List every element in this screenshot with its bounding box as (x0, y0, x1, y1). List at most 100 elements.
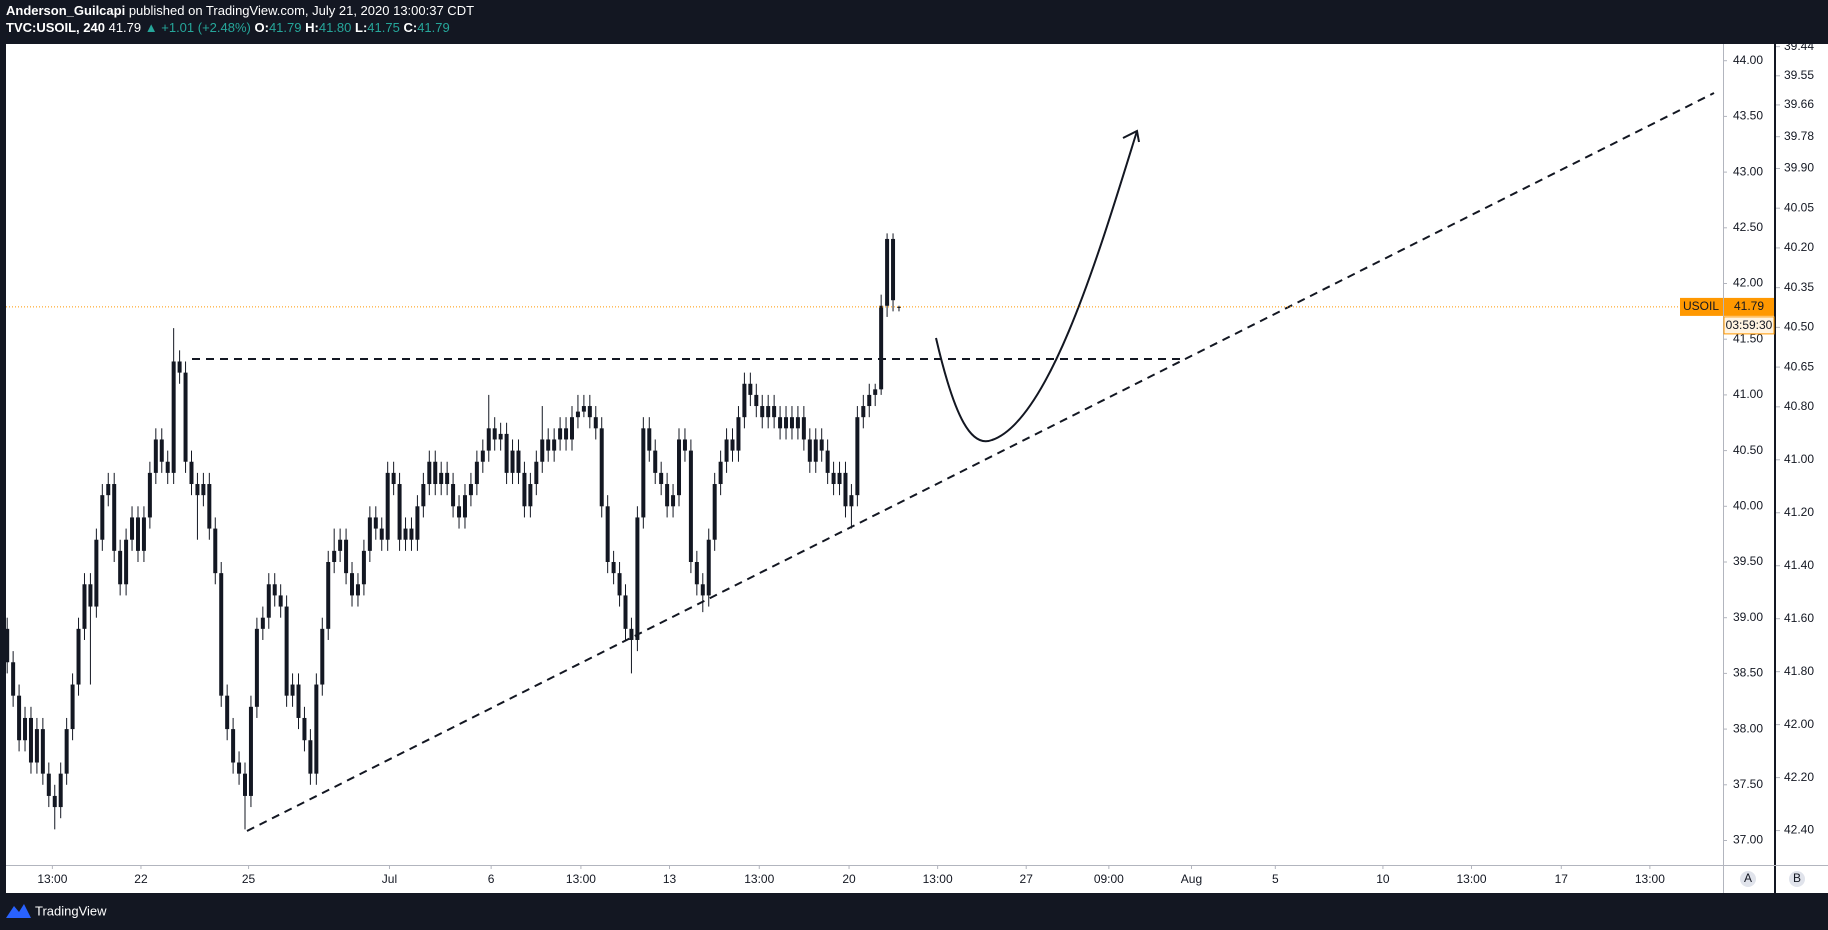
candle-body (332, 550, 337, 562)
author: Anderson_Guilcapi (6, 3, 125, 18)
ohlc-label: C: (403, 20, 417, 35)
candle-body (64, 729, 69, 774)
candle-body (284, 606, 289, 696)
candle-body (272, 584, 277, 596)
scale-button[interactable] (1789, 871, 1805, 887)
candle-body (896, 306, 901, 308)
candle-body (94, 539, 99, 607)
candle-body (118, 550, 123, 585)
candles (6, 233, 901, 830)
candle-body (135, 517, 140, 551)
symbol-line: TVC:USOIL, 240 41.79 ▲ +1.01 (+2.48%) O:… (6, 20, 450, 35)
candle-body (575, 411, 580, 418)
y-tick-label: 37.50 (1733, 777, 1763, 791)
candle-body (653, 450, 658, 473)
symbol-tag: USOIL (1683, 299, 1719, 313)
y2-tick-label: 40.65 (1784, 359, 1814, 373)
candle-body (819, 439, 824, 451)
candle-body (355, 584, 360, 596)
candle-body (754, 394, 759, 407)
candle-body (665, 484, 670, 507)
time-axis (6, 866, 1723, 893)
candle-body (778, 417, 783, 429)
candle-body (748, 383, 753, 395)
candle-body (159, 439, 164, 462)
candle-body (290, 684, 295, 696)
candle-body (34, 729, 39, 763)
x-tick-label: 10 (1376, 872, 1390, 886)
candle-body (338, 539, 343, 551)
candle-body (397, 484, 402, 540)
candle-body (373, 517, 378, 529)
symbol: TVC:USOIL, 240 (6, 20, 105, 35)
candle-body (225, 695, 230, 730)
plot-area (6, 44, 1723, 865)
ohlc-value: 41.75 (367, 20, 400, 35)
y-tick-label: 43.00 (1733, 164, 1763, 178)
scale-button-label[interactable]: B (1793, 871, 1801, 885)
candle-body (112, 484, 117, 551)
publish-line: Anderson_Guilcapi published on TradingVi… (6, 3, 474, 18)
candle-body (534, 461, 539, 485)
y2-tick-label: 40.50 (1784, 320, 1814, 334)
ohlc-value: 41.79 (269, 20, 302, 35)
candle-body (409, 528, 414, 540)
candle-body (688, 450, 693, 562)
y2-tick-label: 41.00 (1784, 452, 1814, 466)
candle-body (189, 461, 194, 485)
candle-body (873, 389, 878, 395)
candle-body (593, 417, 598, 429)
candle-body (266, 584, 271, 618)
candle-body (742, 383, 747, 418)
candle-body (546, 439, 551, 451)
y2-tick-label: 42.20 (1784, 770, 1814, 784)
candle-body (243, 773, 248, 796)
x-tick-label: 6 (488, 872, 495, 886)
x-tick-label: 5 (1272, 872, 1279, 886)
candle-body (207, 484, 212, 529)
auto-button[interactable] (1740, 871, 1756, 887)
candle-body (611, 561, 616, 574)
brand: TradingView (35, 903, 107, 918)
x-tick-label: 13:00 (1635, 872, 1665, 886)
candle-body (784, 417, 789, 429)
candle-body (795, 417, 800, 429)
candle-body (147, 472, 152, 518)
y-tick-label: 42.50 (1733, 220, 1763, 234)
x-tick-label: 13:00 (923, 872, 953, 886)
y2-tick-label: 40.05 (1784, 200, 1814, 214)
x-tick-label: 13 (663, 872, 677, 886)
candle-body (58, 773, 63, 808)
y2-tick-label: 40.20 (1784, 240, 1814, 254)
auto-button-label[interactable]: A (1744, 871, 1752, 885)
x-tick-label: 17 (1555, 872, 1569, 886)
candle-body (629, 628, 634, 640)
candle-body (504, 433, 509, 473)
candle-body (831, 472, 836, 485)
candle-body (813, 439, 818, 462)
candle-body (445, 472, 450, 485)
candle-body (40, 729, 45, 774)
candle-body (736, 417, 741, 451)
y-tick-label: 41.50 (1733, 331, 1763, 345)
candle-body (130, 517, 135, 540)
candle-body (171, 361, 176, 473)
candle-body (587, 406, 592, 418)
y2-tick-label: 40.80 (1784, 399, 1814, 413)
candle-body (861, 406, 866, 418)
y-tick-label: 38.00 (1733, 721, 1763, 735)
price-axis-2 (1776, 44, 1828, 865)
candle-body (308, 740, 313, 774)
candle-body (415, 506, 420, 540)
candle-body (385, 472, 390, 540)
candle-body (849, 495, 854, 507)
price-axis (1724, 44, 1774, 865)
candle-body (498, 433, 503, 440)
y-tick-label: 44.00 (1733, 53, 1763, 67)
candle-body (421, 484, 426, 507)
candle-body (492, 428, 497, 440)
candle-body (403, 528, 408, 540)
candle-body (581, 406, 586, 412)
candle-body (278, 595, 283, 607)
